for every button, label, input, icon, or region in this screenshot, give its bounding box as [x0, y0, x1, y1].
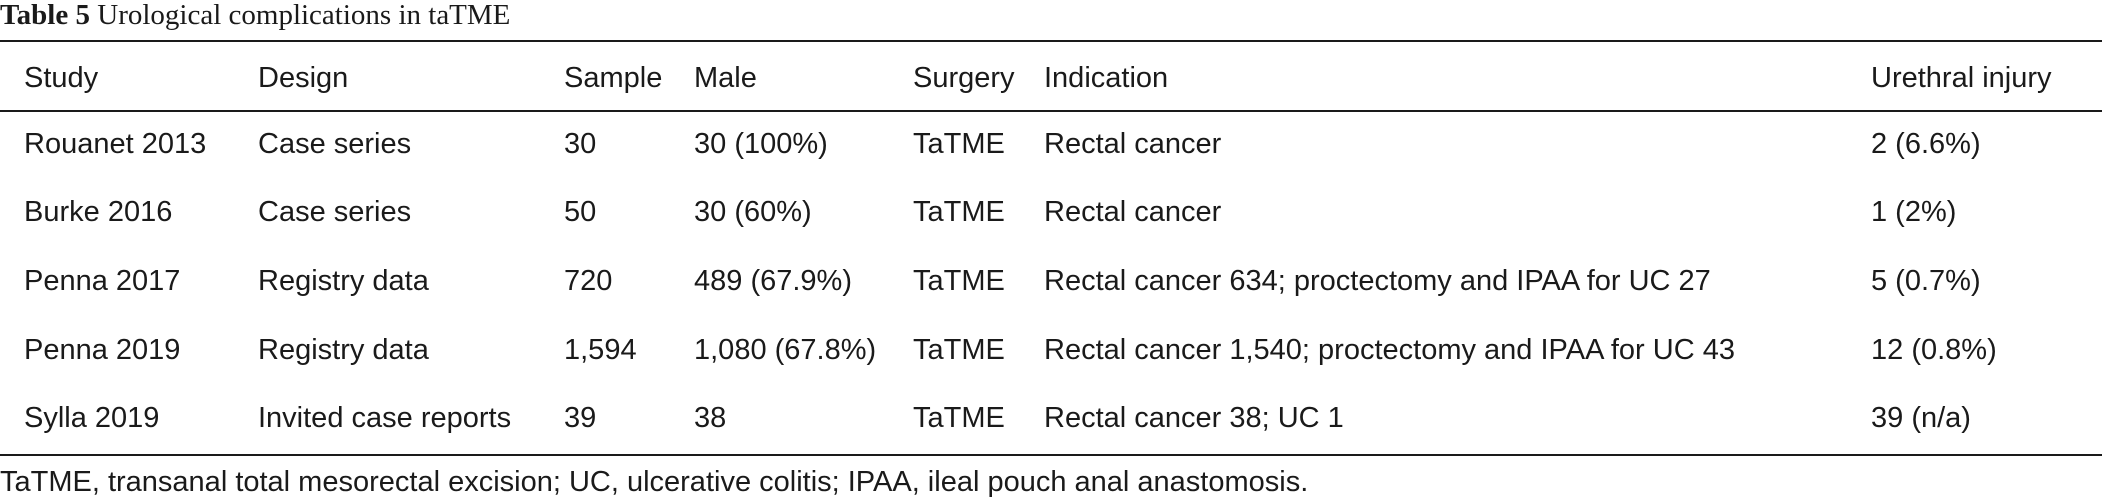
table-caption-label: Table 5: [0, 0, 90, 31]
table-header-rule: [0, 110, 2102, 112]
cell-surgery: TaTME: [913, 333, 1005, 366]
cell-study: Burke 2016: [24, 196, 173, 229]
cell-surgery: TaTME: [913, 264, 1005, 297]
cell-urethral-injury: 12 (0.8%): [1871, 333, 1997, 366]
cell-sample: 720: [564, 264, 613, 297]
column-header-study: Study: [24, 61, 99, 94]
column-header-indication: Indication: [1044, 61, 1169, 94]
cell-urethral-injury: 5 (0.7%): [1871, 264, 1981, 297]
cell-design: Registry data: [258, 264, 429, 297]
cell-male: 1,080 (67.8%): [694, 333, 877, 366]
cell-design: Invited case reports: [258, 402, 512, 435]
cell-male: 489 (67.9%): [694, 264, 852, 297]
table-top-rule: [0, 40, 2102, 42]
cell-indication: Rectal cancer 634; proctectomy and IPAA …: [1044, 264, 1711, 297]
cell-indication: Rectal cancer: [1044, 196, 1222, 229]
cell-surgery: TaTME: [913, 402, 1005, 435]
cell-indication: Rectal cancer: [1044, 127, 1222, 160]
table-row: Sylla 2019 Invited case reports 39 38 Ta…: [0, 384, 2102, 453]
cell-urethral-injury: 2 (6.6%): [1871, 127, 1981, 160]
cell-study: Penna 2017: [24, 264, 181, 297]
cell-surgery: TaTME: [913, 127, 1005, 160]
table-row: Penna 2017 Registry data 720 489 (67.9%)…: [0, 247, 2102, 316]
table-row: Penna 2019 Registry data 1,594 1,080 (67…: [0, 316, 2102, 385]
column-header-surgery: Surgery: [913, 61, 1015, 94]
table-row: Rouanet 2013 Case series 30 30 (100%) Ta…: [0, 110, 2102, 179]
cell-surgery: TaTME: [913, 196, 1005, 229]
table-caption: Table 5 Urological complications in taTM…: [0, 0, 510, 34]
table-row: Burke 2016 Case series 50 30 (60%) TaTME…: [0, 179, 2102, 248]
cell-design: Case series: [258, 196, 412, 229]
cell-male: 38: [694, 402, 727, 435]
cell-design: Registry data: [258, 333, 429, 366]
table-header-row: Study Design Sample Male Surgery Indicat…: [0, 42, 2102, 110]
column-header-urethral-injury: Urethral injury: [1871, 61, 2052, 94]
cell-urethral-injury: 1 (2%): [1871, 196, 1957, 229]
table-bottom-rule: [0, 454, 2102, 456]
column-header-male: Male: [694, 61, 757, 94]
cell-sample: 30: [564, 127, 597, 160]
cell-sample: 39: [564, 402, 597, 435]
cell-sample: 50: [564, 196, 597, 229]
cell-study: Rouanet 2013: [24, 127, 207, 160]
table-footnote: TaTME, transanal total mesorectal excisi…: [0, 466, 1309, 498]
cell-indication: Rectal cancer 1,540; proctectomy and IPA…: [1044, 333, 1735, 366]
cell-study: Penna 2019: [24, 333, 181, 366]
complications-table: Study Design Sample Male Surgery Indicat…: [0, 42, 2102, 453]
cell-urethral-injury: 39 (n/a): [1871, 402, 1971, 435]
column-header-design: Design: [258, 61, 349, 94]
cell-design: Case series: [258, 127, 412, 160]
cell-study: Sylla 2019: [24, 402, 160, 435]
column-header-sample: Sample: [564, 61, 663, 94]
table-caption-title: Urological complications in taTME: [97, 0, 511, 31]
cell-sample: 1,594: [564, 333, 637, 366]
cell-male: 30 (100%): [694, 127, 828, 160]
cell-indication: Rectal cancer 38; UC 1: [1044, 402, 1344, 435]
cell-male: 30 (60%): [694, 196, 812, 229]
